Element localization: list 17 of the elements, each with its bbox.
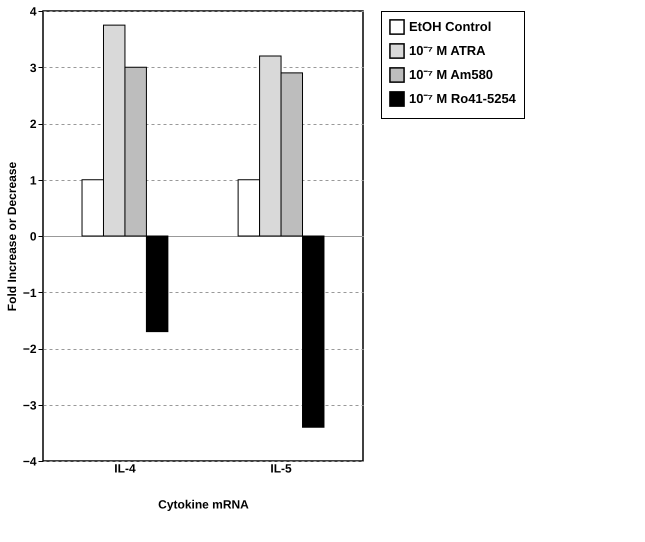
y-tick-label: 4 — [30, 4, 37, 18]
legend-label: EtOH Control — [409, 19, 492, 34]
y-tick-label: 3 — [30, 60, 37, 75]
x-tick-label: IL-5 — [270, 462, 292, 476]
x-axis-title: Cytokine mRNA — [158, 498, 250, 512]
y-tick-label: 0 — [30, 230, 37, 244]
y-tick-label: 1 — [30, 173, 37, 188]
legend-label: 10⁻⁷ M Am580 — [409, 67, 494, 82]
legend-label: 10⁻⁷ M ATRA — [409, 43, 486, 58]
y-tick-label: 2 — [30, 117, 37, 131]
y-tick-label: −3 — [22, 398, 37, 412]
y-tick-label: −1 — [22, 286, 37, 300]
y-tick-label: −2 — [22, 342, 37, 356]
legend-label: 10⁻⁷ M Ro41-5254 — [409, 91, 517, 106]
x-tick-label: IL-4 — [114, 462, 136, 476]
y-tick-label: −4 — [22, 454, 37, 468]
y-axis-title: Fold Increase or Decrease — [4, 161, 19, 312]
